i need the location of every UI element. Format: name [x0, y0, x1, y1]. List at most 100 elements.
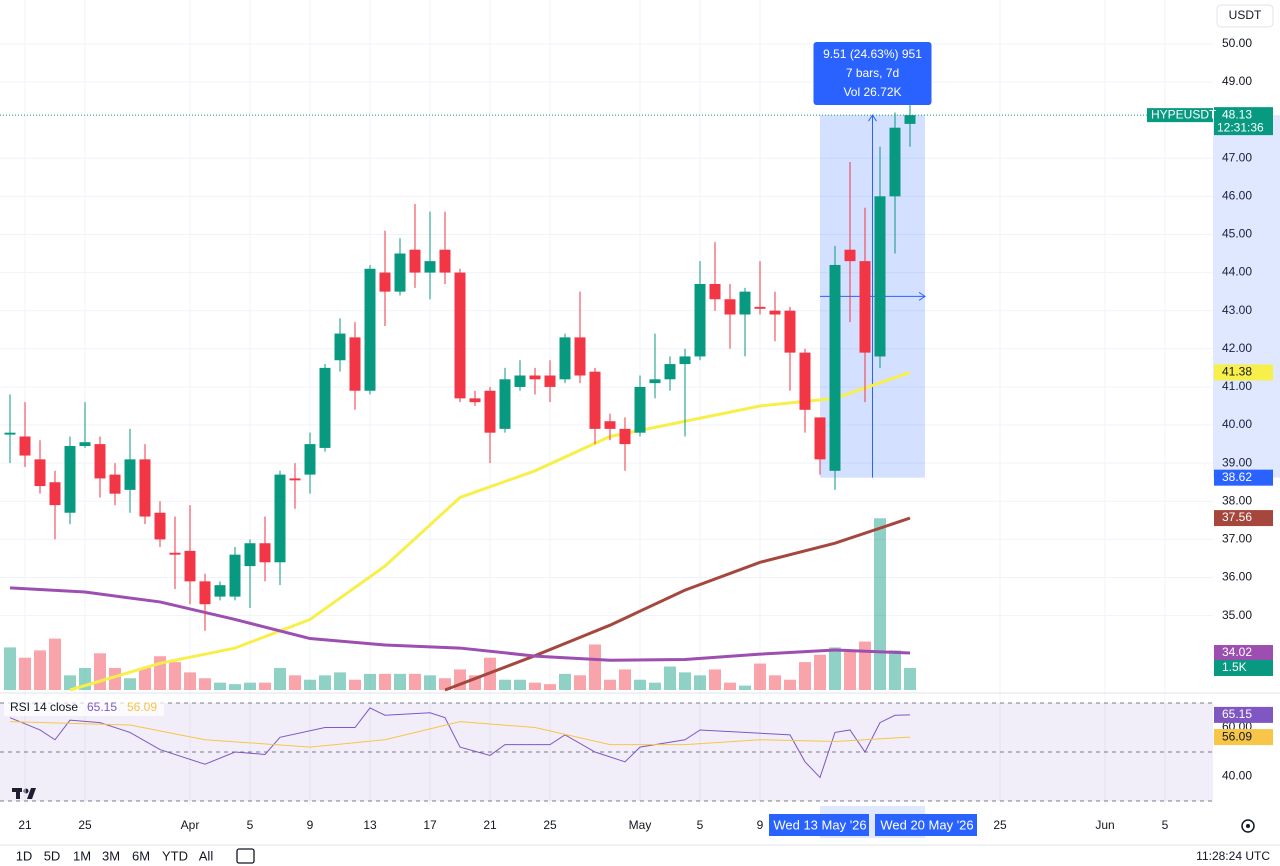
candle-body: [334, 333, 346, 361]
x-tick-label: 13: [363, 818, 377, 832]
candle-body: [784, 310, 796, 353]
candle-body: [664, 364, 676, 380]
candle-body: [844, 249, 856, 262]
measure-text: 9.51 (24.63%) 951: [823, 47, 922, 61]
timeframe-button[interactable]: 6M: [132, 848, 150, 863]
logo-part: [16, 788, 20, 799]
timeframe-button[interactable]: 1M: [73, 848, 91, 863]
volume-bar: [724, 682, 736, 690]
currency[interactable]: USDT: [1229, 8, 1262, 22]
countdown: 12:31:36: [1217, 120, 1264, 134]
clock: 11:28:24 UTC: [1196, 849, 1270, 863]
volume-bar: [799, 662, 811, 690]
ma-value: 41.38: [1222, 365, 1252, 379]
volume-bar: [574, 675, 586, 690]
measure-axis-band: [1213, 115, 1280, 478]
ma-value-box: [1214, 364, 1273, 381]
measure-text: Vol 26.72K: [843, 85, 901, 99]
rsi-value: 56.09: [1222, 729, 1252, 743]
candle-body: [589, 371, 601, 429]
volume-bar: [244, 682, 256, 690]
volume-value-box: [1214, 659, 1273, 676]
volume-bar: [169, 662, 181, 690]
volume-bar: [814, 654, 826, 690]
candle-body: [529, 375, 541, 380]
candle-body: [799, 352, 811, 410]
volume-bar: [334, 672, 346, 690]
volume-bar: [124, 678, 136, 690]
volume-bar: [19, 657, 31, 690]
date-label-box: [769, 814, 869, 836]
x-tick-label: 17: [423, 818, 437, 832]
candle-body: [109, 474, 121, 494]
ma-value-box: [1214, 645, 1273, 662]
volume-bar: [364, 673, 376, 690]
timeframe-button[interactable]: 1D: [16, 848, 33, 863]
timeframe-button[interactable]: 3M: [102, 848, 120, 863]
timeframe-button[interactable]: All: [199, 848, 214, 863]
date-label: Wed 13 May '26: [773, 817, 866, 832]
candle-body: [364, 268, 376, 391]
volume-bar: [859, 641, 871, 690]
y-tick-label: 36.00: [1222, 570, 1252, 584]
volume-bar: [394, 673, 406, 690]
gear[interactable]: [1241, 819, 1255, 833]
candle-body: [214, 585, 226, 597]
volume-bar: [754, 663, 766, 690]
volume-bar: [409, 673, 421, 690]
candle-body: [709, 284, 721, 300]
currency-button[interactable]: [1216, 4, 1274, 28]
x-tick-label: 21: [18, 818, 32, 832]
volume-bar: [64, 675, 76, 690]
settings-icon[interactable]: [1241, 819, 1255, 833]
y-tick-label: 47.00: [1222, 150, 1252, 164]
volume-bar: [349, 679, 361, 690]
x-tick-label: 21: [483, 818, 497, 832]
volume-bar: [379, 673, 391, 690]
volume-bar: [109, 667, 121, 690]
volume-bar: [784, 679, 796, 690]
timeframe-button[interactable]: YTD: [162, 848, 188, 863]
volume-bar: [34, 650, 46, 690]
volume-bar: [4, 647, 16, 690]
date-range-icon[interactable]: [236, 848, 255, 864]
x-tick-label: 5: [1162, 818, 1169, 832]
y-tick-label: 39.00: [1222, 455, 1252, 469]
candle-body: [184, 550, 196, 582]
y-tick-label: 44.00: [1222, 265, 1252, 279]
ma-value-box: [1214, 510, 1273, 527]
candle-body: [49, 482, 61, 506]
measure-low-box: [1214, 469, 1273, 486]
x-tick-label: 9: [757, 818, 764, 832]
volume-bar: [709, 669, 721, 690]
volume-bar: [634, 679, 646, 690]
candle-body: [544, 375, 556, 387]
candle-body: [424, 261, 436, 273]
y-tick-label: 43.00: [1222, 303, 1252, 317]
candle-body: [874, 196, 886, 357]
volume-bar: [439, 678, 451, 690]
y-tick-label: 46.00: [1222, 188, 1252, 202]
volume-bar: [184, 672, 196, 690]
logo-part: [27, 788, 36, 799]
indicator-line: [9, 586, 911, 662]
candle-body: [484, 390, 496, 433]
volume-bar: [274, 667, 286, 690]
gear-center[interactable]: [1246, 824, 1250, 828]
candle-body: [169, 552, 181, 555]
y-tick-label: 38.00: [1222, 493, 1252, 507]
calendar[interactable]: [236, 848, 255, 864]
x-tick-label: 5: [697, 818, 704, 832]
last-price-box: [1214, 107, 1273, 136]
timeframe-button[interactable]: 5D: [44, 848, 61, 863]
x-tick-label: Apr: [181, 818, 200, 832]
candle-body: [814, 417, 826, 460]
candle-body: [409, 249, 421, 273]
ma-value: 34.02: [1222, 645, 1252, 659]
volume-bar: [589, 644, 601, 690]
symbol-box: [1147, 108, 1213, 123]
candle-body: [679, 356, 691, 365]
y-tick-label: 41.00: [1222, 379, 1252, 393]
candle-body: [34, 459, 46, 487]
volume-bar: [259, 682, 271, 690]
